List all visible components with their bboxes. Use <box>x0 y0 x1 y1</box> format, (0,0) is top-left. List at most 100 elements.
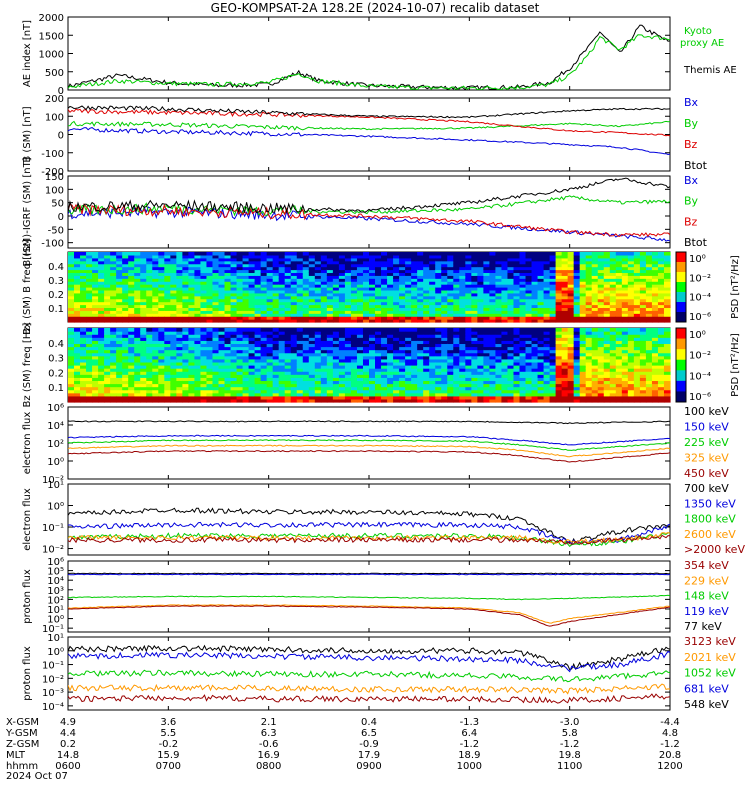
heatmap-cell <box>164 392 171 397</box>
heatmap-cell <box>320 392 328 397</box>
heatmap-cell <box>272 361 280 366</box>
heatmap-cell <box>224 278 232 282</box>
heatmap-cell <box>92 281 99 285</box>
heatmap-cell <box>447 392 454 397</box>
heatmap-cell <box>465 371 472 375</box>
heatmap-cell <box>122 252 129 256</box>
heatmap-cell <box>146 257 153 262</box>
heatmap-cell <box>356 368 364 372</box>
heatmap-cell <box>489 254 497 259</box>
heatmap-cell <box>188 392 196 397</box>
heatmap-cell <box>465 383 472 388</box>
heatmap-cell <box>128 301 135 306</box>
heatmap-cell <box>387 337 394 341</box>
heatmap-cell <box>242 358 250 363</box>
heatmap-cell <box>615 316 623 320</box>
heatmap-cell <box>188 272 196 276</box>
heatmap-cell <box>344 263 352 268</box>
heatmap-cell <box>405 295 412 300</box>
heatmap-cell <box>597 298 605 303</box>
heatmap-cell <box>447 380 454 385</box>
heatmap-cell <box>369 310 376 314</box>
heatmap-cell <box>290 287 298 291</box>
heatmap-cell <box>573 257 581 262</box>
heatmap-cell <box>278 307 286 311</box>
heatmap-cell <box>501 377 509 382</box>
heatmap-cell <box>501 252 509 256</box>
heatmap-cell <box>639 281 647 285</box>
heatmap-cell <box>411 398 418 403</box>
heatmap-cell <box>170 298 177 303</box>
heatmap-cell <box>429 287 436 291</box>
heatmap-cell <box>188 292 196 297</box>
heatmap-cell <box>399 395 406 400</box>
heatmap-cell <box>453 313 460 317</box>
heatmap-cell <box>146 319 153 323</box>
heatmap-cell <box>206 307 214 311</box>
heatmap-cell <box>362 319 370 323</box>
heatmap-cell <box>140 272 147 276</box>
heatmap-cell <box>302 346 310 351</box>
heatmap-cell <box>465 358 472 363</box>
heatmap-cell <box>621 313 629 317</box>
heatmap-cell <box>206 316 214 320</box>
heatmap-cell <box>423 392 430 397</box>
heatmap-cell <box>417 383 424 388</box>
heatmap-cell <box>543 257 551 262</box>
heatmap-cell <box>429 319 436 323</box>
heatmap-cell <box>591 386 599 391</box>
heatmap-cell <box>350 389 358 394</box>
heatmap-cell <box>116 278 123 282</box>
heatmap-cell <box>585 304 593 309</box>
y-tick-label: 0 <box>58 131 64 142</box>
heatmap-cell <box>645 257 653 262</box>
heatmap-cell <box>332 278 340 282</box>
heatmap-cell <box>585 349 593 354</box>
heatmap-cell <box>585 257 593 262</box>
heatmap-cell <box>224 307 232 311</box>
heatmap-cell <box>122 272 129 276</box>
heatmap-cell <box>218 337 226 341</box>
heatmap-cell <box>338 377 346 382</box>
heatmap-cell <box>116 386 123 391</box>
heatmap-cell <box>561 316 569 320</box>
heatmap-cell <box>284 257 292 262</box>
heatmap-cell <box>459 334 466 338</box>
heatmap-cell <box>356 295 364 300</box>
heatmap-cell <box>260 355 268 360</box>
heatmap-cell <box>284 361 292 366</box>
heatmap-cell <box>314 368 322 372</box>
heatmap-cell <box>86 398 93 403</box>
heatmap-cell <box>531 358 539 363</box>
heatmap-cell <box>621 395 629 400</box>
heatmap-cell <box>513 307 521 311</box>
heatmap-cell <box>663 395 671 400</box>
series-line-btot <box>68 177 670 214</box>
heatmap-cell <box>657 278 665 282</box>
heatmap-cell <box>621 263 629 268</box>
heatmap-cell <box>465 319 472 323</box>
heatmap-cell <box>369 398 376 403</box>
heatmap-cell <box>152 269 159 274</box>
heatmap-cell <box>356 395 364 400</box>
heatmap-cell <box>338 389 346 394</box>
heatmap-cell <box>122 298 129 303</box>
heatmap-cell <box>639 368 647 372</box>
heatmap-cell <box>218 398 226 403</box>
heatmap-cell <box>212 365 220 369</box>
heatmap-cell <box>290 349 298 354</box>
heatmap-cell <box>495 295 503 300</box>
heatmap-cell <box>254 307 262 311</box>
heatmap-cell <box>182 355 189 360</box>
heatmap-cell <box>188 257 196 262</box>
heatmap-cell <box>260 352 268 357</box>
heatmap-cell <box>206 310 214 314</box>
heatmap-cell <box>278 295 286 300</box>
heatmap-cell <box>296 304 304 309</box>
heatmap-cell <box>104 301 111 306</box>
heatmap-cell <box>495 292 503 297</box>
heatmap-cell <box>453 389 460 394</box>
heatmap-cell <box>651 260 659 265</box>
heatmap-cell <box>597 334 605 338</box>
heatmap-cell <box>549 374 557 378</box>
